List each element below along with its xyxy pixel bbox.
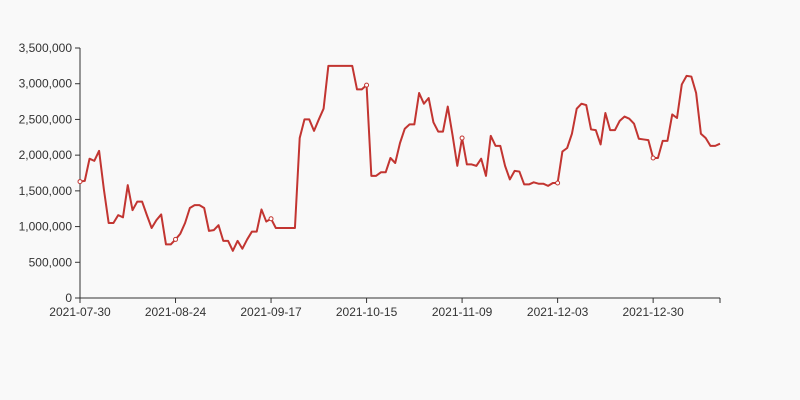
- y-tick-label: 2,000,000: [19, 148, 73, 162]
- data-point: [555, 180, 561, 186]
- y-tick-label: 3,000,000: [19, 77, 73, 91]
- data-point: [459, 135, 465, 141]
- data-point: [77, 179, 83, 185]
- data-point: [173, 236, 179, 242]
- y-tick-label: 3,500,000: [19, 41, 73, 55]
- x-tick-label: 2021-09-17: [240, 305, 302, 319]
- y-tick-label: 500,000: [29, 255, 73, 269]
- y-tick-label: 1,000,000: [19, 220, 73, 234]
- data-point: [268, 216, 274, 222]
- y-tick-label: 2,500,000: [19, 112, 73, 126]
- x-tick-label: 2021-07-30: [49, 305, 111, 319]
- y-tick-label: 0: [65, 291, 72, 305]
- x-tick-label: 2021-08-24: [145, 305, 207, 319]
- series-markers: [77, 82, 656, 242]
- x-axis: 2021-07-30 2021-08-24 2021-09-17 2021-10-15…: [49, 297, 721, 319]
- x-tick-label: 2021-10-15: [336, 305, 398, 319]
- series-line: [79, 64, 721, 252]
- data-point: [364, 82, 370, 88]
- x-tick-label: 2021-12-03: [527, 305, 589, 319]
- data-point: [650, 155, 656, 161]
- y-axis: 0 500,000 1,000,000 1,500,000 2,000,000 2,500…: [19, 41, 81, 305]
- y-tick-label: 1,500,000: [19, 184, 73, 198]
- x-tick-label: 2021-12-30: [622, 305, 684, 319]
- x-tick-label: 2021-11-09: [432, 305, 493, 319]
